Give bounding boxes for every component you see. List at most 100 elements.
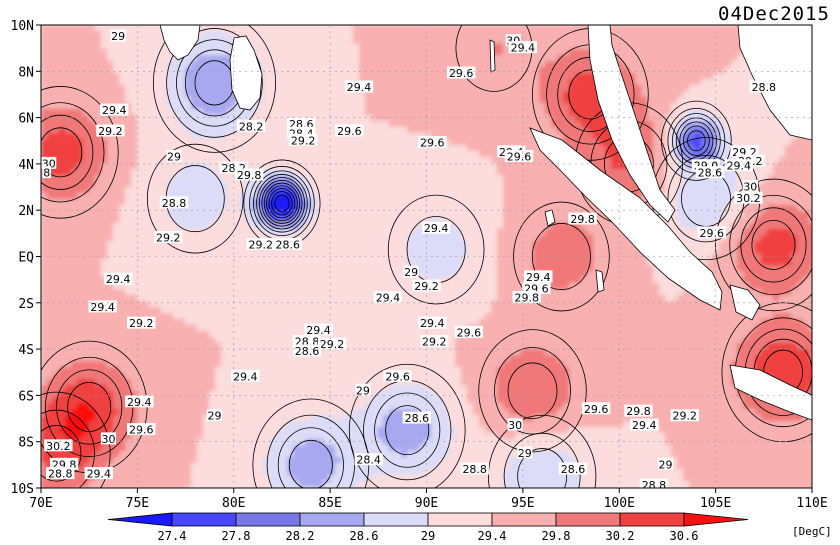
- sst-cell: [707, 49, 714, 56]
- sst-cell: [185, 151, 192, 158]
- sst-cell: [347, 109, 354, 116]
- sst-cell: [77, 241, 84, 248]
- sst-cell: [197, 103, 204, 110]
- sst-cell: [371, 25, 378, 32]
- sst-cell: [407, 169, 414, 176]
- sst-cell: [461, 55, 468, 62]
- sst-cell: [299, 79, 306, 86]
- sst-cell: [707, 85, 714, 92]
- sst-cell: [413, 115, 420, 122]
- sst-cell: [593, 247, 600, 254]
- sst-cell: [563, 187, 570, 194]
- sst-cell: [749, 127, 756, 134]
- sst-cell: [497, 25, 504, 32]
- sst-cell: [473, 229, 480, 236]
- sst-cell: [689, 49, 696, 56]
- sst-cell: [749, 229, 756, 236]
- sst-cell: [83, 133, 90, 140]
- sst-cell: [713, 31, 720, 38]
- sst-cell: [761, 217, 768, 224]
- sst-cell: [41, 223, 48, 230]
- sst-cell: [53, 91, 60, 98]
- sst-cell: [431, 67, 438, 74]
- sst-cell: [77, 247, 84, 254]
- sst-cell: [671, 67, 678, 74]
- sst-cell: [671, 151, 678, 158]
- sst-cell: [485, 235, 492, 242]
- sst-cell: [305, 223, 312, 230]
- sst-cell: [395, 79, 402, 86]
- sst-cell: [197, 229, 204, 236]
- sst-cell: [347, 25, 354, 32]
- sst-cell: [377, 25, 384, 32]
- sst-cell: [203, 151, 210, 158]
- sst-cell: [647, 61, 654, 68]
- sst-cell: [785, 211, 792, 218]
- sst-cell: [347, 169, 354, 176]
- sst-cell: [395, 199, 402, 206]
- sst-cell: [719, 85, 726, 92]
- sst-cell: [479, 73, 486, 80]
- sst-cell: [701, 91, 708, 98]
- sst-cell: [113, 91, 120, 98]
- sst-cell: [779, 169, 786, 176]
- sst-cell: [497, 229, 504, 236]
- sst-cell: [671, 31, 678, 38]
- sst-cell: [383, 211, 390, 218]
- sst-cell: [353, 169, 360, 176]
- sst-cell: [761, 211, 768, 218]
- sst-cell: [197, 37, 204, 44]
- sst-cell: [167, 121, 174, 128]
- sst-cell: [395, 43, 402, 50]
- sst-cell: [617, 163, 624, 170]
- sst-cell: [335, 49, 342, 56]
- sst-cell: [119, 187, 126, 194]
- sst-cell: [725, 175, 732, 182]
- sst-cell: [539, 61, 546, 68]
- sst-cell: [527, 199, 534, 206]
- sst-cell: [605, 247, 612, 254]
- sst-cell: [593, 133, 600, 140]
- sst-cell: [89, 61, 96, 68]
- sst-cell: [191, 79, 198, 86]
- sst-cell: [203, 73, 210, 80]
- sst-cell: [71, 187, 78, 194]
- sst-cell: [611, 25, 618, 32]
- sst-cell: [689, 103, 696, 110]
- sst-cell: [581, 253, 588, 260]
- sst-cell: [419, 175, 426, 182]
- sst-cell: [503, 217, 510, 224]
- sst-cell: [761, 181, 768, 188]
- sst-cell: [71, 139, 78, 146]
- sst-cell: [551, 187, 558, 194]
- sst-cell: [377, 253, 384, 260]
- sst-cell: [557, 253, 564, 260]
- sst-cell: [491, 133, 498, 140]
- sst-cell: [563, 37, 570, 44]
- sst-cell: [479, 193, 486, 200]
- sst-cell: [623, 181, 630, 188]
- sst-cell: [155, 103, 162, 110]
- sst-cell: [329, 91, 336, 98]
- sst-cell: [137, 199, 144, 206]
- sst-cell: [353, 31, 360, 38]
- sst-cell: [407, 49, 414, 56]
- sst-cell: [89, 169, 96, 176]
- sst-cell: [383, 79, 390, 86]
- sst-cell: [161, 217, 168, 224]
- sst-cell: [701, 217, 708, 224]
- sst-cell: [125, 49, 132, 56]
- sst-cell: [365, 55, 372, 62]
- sst-cell: [269, 193, 276, 200]
- sst-cell: [113, 169, 120, 176]
- sst-cell: [599, 127, 606, 134]
- sst-cell: [101, 187, 108, 194]
- sst-cell: [299, 61, 306, 68]
- sst-cell: [425, 193, 432, 200]
- sst-cell: [275, 229, 282, 236]
- sst-cell: [53, 49, 60, 56]
- sst-cell: [461, 211, 468, 218]
- sst-cell: [719, 223, 726, 230]
- sst-cell: [113, 235, 120, 242]
- sst-cell: [803, 139, 810, 146]
